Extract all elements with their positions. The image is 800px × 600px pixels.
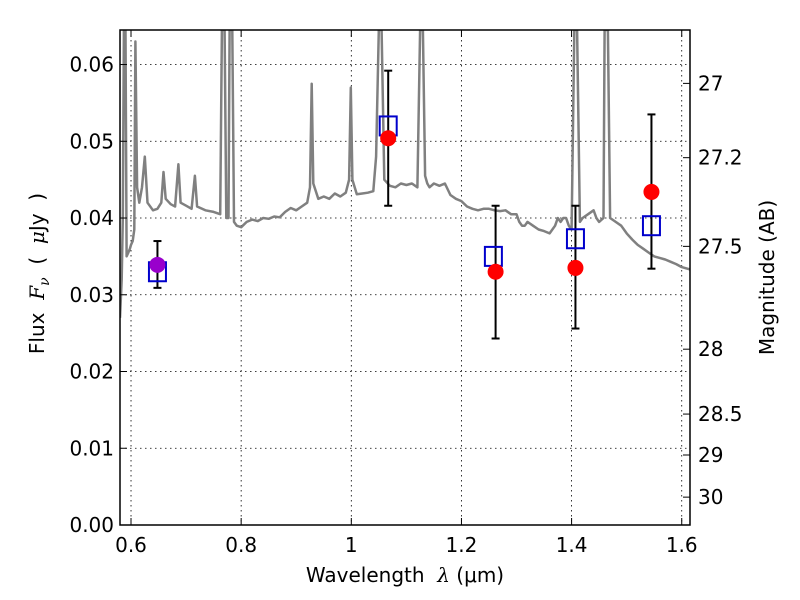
x-tick-label: 0.8	[225, 533, 257, 557]
x-axis-label: Wavelength λ (μm)	[306, 563, 504, 587]
observed-flux-point	[567, 259, 584, 276]
model-photometry-square	[565, 228, 585, 250]
y-axis-flux-symbol: F	[25, 285, 49, 301]
data-points-layer	[147, 69, 661, 340]
x-axis-label-prefix: Wavelength	[306, 563, 437, 587]
observed-flux-point	[380, 130, 397, 147]
model-photometry-square	[641, 215, 661, 237]
right-tick-label: 27	[698, 71, 723, 95]
y-tick-label: 0.02	[69, 360, 114, 384]
x-tick-label: 0.6	[115, 533, 147, 557]
spectrum-layer	[120, 30, 690, 318]
grid-layer	[120, 30, 690, 526]
x-tick-label: 1.4	[556, 533, 588, 557]
observed-flux-point	[487, 263, 504, 280]
x-tick-label: 1	[345, 533, 358, 557]
right-tick-label: 28	[698, 337, 723, 361]
y-axis-paren-open: (	[25, 244, 49, 277]
right-tick-label: 28.5	[698, 402, 743, 426]
y-axis-nu-subscript: ν	[37, 277, 53, 286]
y-axis-label: Flux Fν ( μJy )	[25, 193, 53, 354]
right-axis-label: Magnitude (AB)	[755, 200, 779, 355]
right-tick-label: 30	[698, 485, 723, 509]
y-axis-unit: Jy )	[25, 193, 49, 233]
observed-flux-point	[643, 183, 660, 200]
x-tick-label: 1.2	[446, 533, 478, 557]
x-tick-label: 1.6	[666, 533, 698, 557]
y-tick-label: 0.01	[69, 436, 114, 460]
y-axis-mu-symbol: μ	[25, 231, 49, 244]
y-tick-label: 0.03	[69, 283, 114, 307]
model-spectrum-line	[120, 30, 690, 318]
y-tick-label: 0.05	[69, 129, 114, 153]
right-tick-label: 29	[698, 443, 723, 467]
y-axis-label-prefix: Flux	[25, 300, 49, 354]
observed-flux-point	[149, 256, 166, 273]
x-axis-unit: (μm)	[450, 563, 504, 587]
y-tick-label: 0.04	[69, 206, 114, 230]
ticks-layer: 0.6 0.8 1 1.2 1.4 1.6 0.00 0.01 0.02 0.03 0.04 0.05…	[69, 30, 743, 557]
y-tick-label: 0.00	[69, 513, 114, 537]
plot-frame	[119, 29, 691, 526]
right-tick-label: 27.5	[698, 234, 743, 258]
x-axis-lambda: λ	[436, 563, 450, 587]
model-photometry-square	[483, 245, 503, 267]
y-tick-label: 0.06	[69, 53, 114, 77]
right-tick-label: 27.2	[698, 146, 743, 170]
